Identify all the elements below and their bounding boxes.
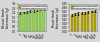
Bar	[29, 11, 31, 31]
Bar	[91, 11, 93, 31]
Bar	[74, 14, 76, 31]
Bar	[19, 13, 21, 31]
Legend: Bacterial suspension, Formulated product: Bacterial suspension, Formulated product	[19, 5, 47, 9]
Bar	[81, 13, 83, 31]
Bar	[42, 9, 45, 31]
Bar	[26, 12, 28, 31]
Bar	[36, 10, 38, 31]
Bar	[22, 12, 25, 31]
Bar	[32, 10, 35, 31]
Bar	[87, 12, 90, 31]
Legend: Bacterial suspension, Formulated product: Bacterial suspension, Formulated product	[70, 5, 99, 9]
Bar	[77, 13, 80, 31]
Bar	[94, 11, 96, 31]
Y-axis label: Shoot fresh
biomass (g): Shoot fresh biomass (g)	[2, 7, 10, 28]
Bar	[84, 13, 86, 31]
Bar	[71, 15, 73, 31]
Bar	[39, 10, 41, 31]
Y-axis label: Root fresh
biomass (g): Root fresh biomass (g)	[52, 7, 60, 28]
